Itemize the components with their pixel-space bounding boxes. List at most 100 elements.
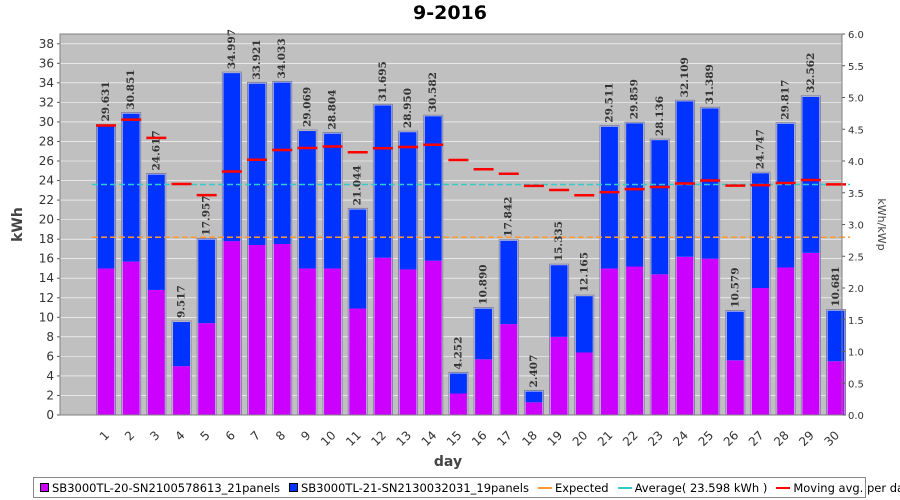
x-tick-label: 6 xyxy=(223,428,238,443)
y2-tick-label: 4.5 xyxy=(848,125,864,136)
bar-series2 xyxy=(550,265,568,337)
data-label-total: 2.407 xyxy=(528,355,540,388)
x-tick-label: 15 xyxy=(444,428,465,449)
bar-series1 xyxy=(802,252,820,415)
bar-series2 xyxy=(475,308,493,360)
data-label-total: 28.804 xyxy=(327,89,339,129)
bar-series2 xyxy=(424,116,442,261)
bar-series1 xyxy=(147,289,165,415)
x-tick-label: 24 xyxy=(670,428,691,449)
bar-series2 xyxy=(525,391,543,403)
y-tick-label: 2 xyxy=(46,388,54,402)
data-label-total: 10.681 xyxy=(830,266,842,306)
data-label-total: 17.842 xyxy=(503,197,515,237)
data-label-total: 9.517 xyxy=(176,285,188,318)
y-tick-label: 30 xyxy=(39,115,54,129)
chart: 29.631 30.851 24.617 9.517 17.957 34.997 33.92… xyxy=(10,29,888,470)
x-tick-label: 1 xyxy=(97,428,112,443)
x-tick-label: 26 xyxy=(721,428,742,449)
x-tick-label: 29 xyxy=(796,428,817,449)
bar-series2 xyxy=(248,83,266,246)
y2-tick-label: 2.0 xyxy=(848,284,864,295)
chart-title: 9-2016 xyxy=(413,2,487,24)
reference-lines xyxy=(92,118,850,238)
legend-swatch-series1 xyxy=(40,483,49,492)
bar-series2 xyxy=(701,108,719,259)
bar-series1 xyxy=(525,402,543,415)
y-tick-label: 8 xyxy=(46,330,54,344)
x-tick-label: 16 xyxy=(469,428,490,449)
x-tick-label: 20 xyxy=(570,428,591,449)
bar-series2 xyxy=(626,123,644,267)
legend-item-expected: Expected xyxy=(537,481,609,495)
x-tick-label: 21 xyxy=(595,428,616,449)
bar-series2 xyxy=(324,133,342,269)
legend-item-series1: SB3000TL-20-SN2100578613_21panels xyxy=(40,481,280,495)
bar-series1 xyxy=(500,324,518,415)
data-label-total: 32.109 xyxy=(679,57,691,97)
y2-tick-label: 6.0 xyxy=(848,30,864,41)
bar-series1 xyxy=(701,258,719,415)
y-tick-label: 0 xyxy=(46,408,54,422)
legend-label-series1: SB3000TL-20-SN2100578613_21panels xyxy=(52,480,280,495)
y2-tick-label: 2.5 xyxy=(848,252,864,263)
bar-series2 xyxy=(726,311,744,361)
bar-series1 xyxy=(273,244,291,415)
legend: SB3000TL-20-SN2100578613_21panels SB3000… xyxy=(33,477,900,498)
x-tick-label: 3 xyxy=(147,428,162,443)
data-label-total: 30.582 xyxy=(427,72,439,112)
x-tick-label: 5 xyxy=(198,428,213,443)
y2-tick-label: 0.5 xyxy=(848,379,864,390)
data-label-total: 15.335 xyxy=(553,221,565,261)
data-label-total: 33.921 xyxy=(251,39,263,79)
y-tick-label: 22 xyxy=(39,193,54,207)
bar-series2 xyxy=(374,105,392,258)
x-tick-label: 2 xyxy=(122,428,137,443)
y-tick-label: 24 xyxy=(39,174,54,188)
bar-series2 xyxy=(273,82,291,245)
bar-series1 xyxy=(122,261,140,415)
bar-series1 xyxy=(449,393,467,415)
y-tick-label: 26 xyxy=(39,154,54,168)
data-label-total: 24.747 xyxy=(754,129,766,169)
y-tick-label: 20 xyxy=(39,213,54,227)
y2-tick-label: 1.5 xyxy=(848,316,864,327)
bar-series2 xyxy=(223,73,241,242)
x-tick-label: 14 xyxy=(419,428,440,449)
x-axis-title: day xyxy=(434,454,462,470)
bar-series2 xyxy=(349,209,367,309)
bar-series2 xyxy=(500,240,518,325)
x-tick-label: 4 xyxy=(172,428,187,443)
legend-item-series2: SB3000TL-21-SN2130032031_19panels xyxy=(288,481,529,495)
bar-series1 xyxy=(676,256,694,415)
x-tick-label: 28 xyxy=(771,428,792,449)
bar-series2 xyxy=(802,96,820,253)
data-label-total: 29.817 xyxy=(780,80,792,120)
x-tick-label: 8 xyxy=(273,428,288,443)
data-label-total: 30.851 xyxy=(125,69,137,109)
x-tick-label: 25 xyxy=(696,428,717,449)
bar-series1 xyxy=(651,274,669,415)
bar-series1 xyxy=(550,336,568,415)
bar-series1 xyxy=(575,352,593,415)
x-tick-label: 27 xyxy=(746,428,767,449)
y2-tick-label: 1.0 xyxy=(848,348,864,359)
y2-tick-label: 3.5 xyxy=(848,189,864,200)
x-tick-label: 22 xyxy=(620,428,641,449)
y-axis-title: kWh xyxy=(10,207,26,242)
bar-series2 xyxy=(198,239,216,324)
bar-series1 xyxy=(248,245,266,415)
bar-series2 xyxy=(827,310,845,362)
legend-swatch-expected xyxy=(537,486,552,489)
y-tick-label: 32 xyxy=(39,95,54,109)
x-tick-label: 23 xyxy=(645,428,666,449)
bar-series2 xyxy=(751,173,769,288)
legend-swatch-series2 xyxy=(288,483,298,492)
bar-series1 xyxy=(751,288,769,415)
legend-item-moving-avg: Moving avg. per day. xyxy=(776,481,900,495)
bar-series1 xyxy=(827,361,845,415)
bar-series1 xyxy=(600,268,618,415)
data-label-total: 29.069 xyxy=(301,87,313,127)
x-tick-label: 30 xyxy=(821,428,842,449)
legend-label-average: Average( 23.598 kWh ) xyxy=(634,480,768,495)
